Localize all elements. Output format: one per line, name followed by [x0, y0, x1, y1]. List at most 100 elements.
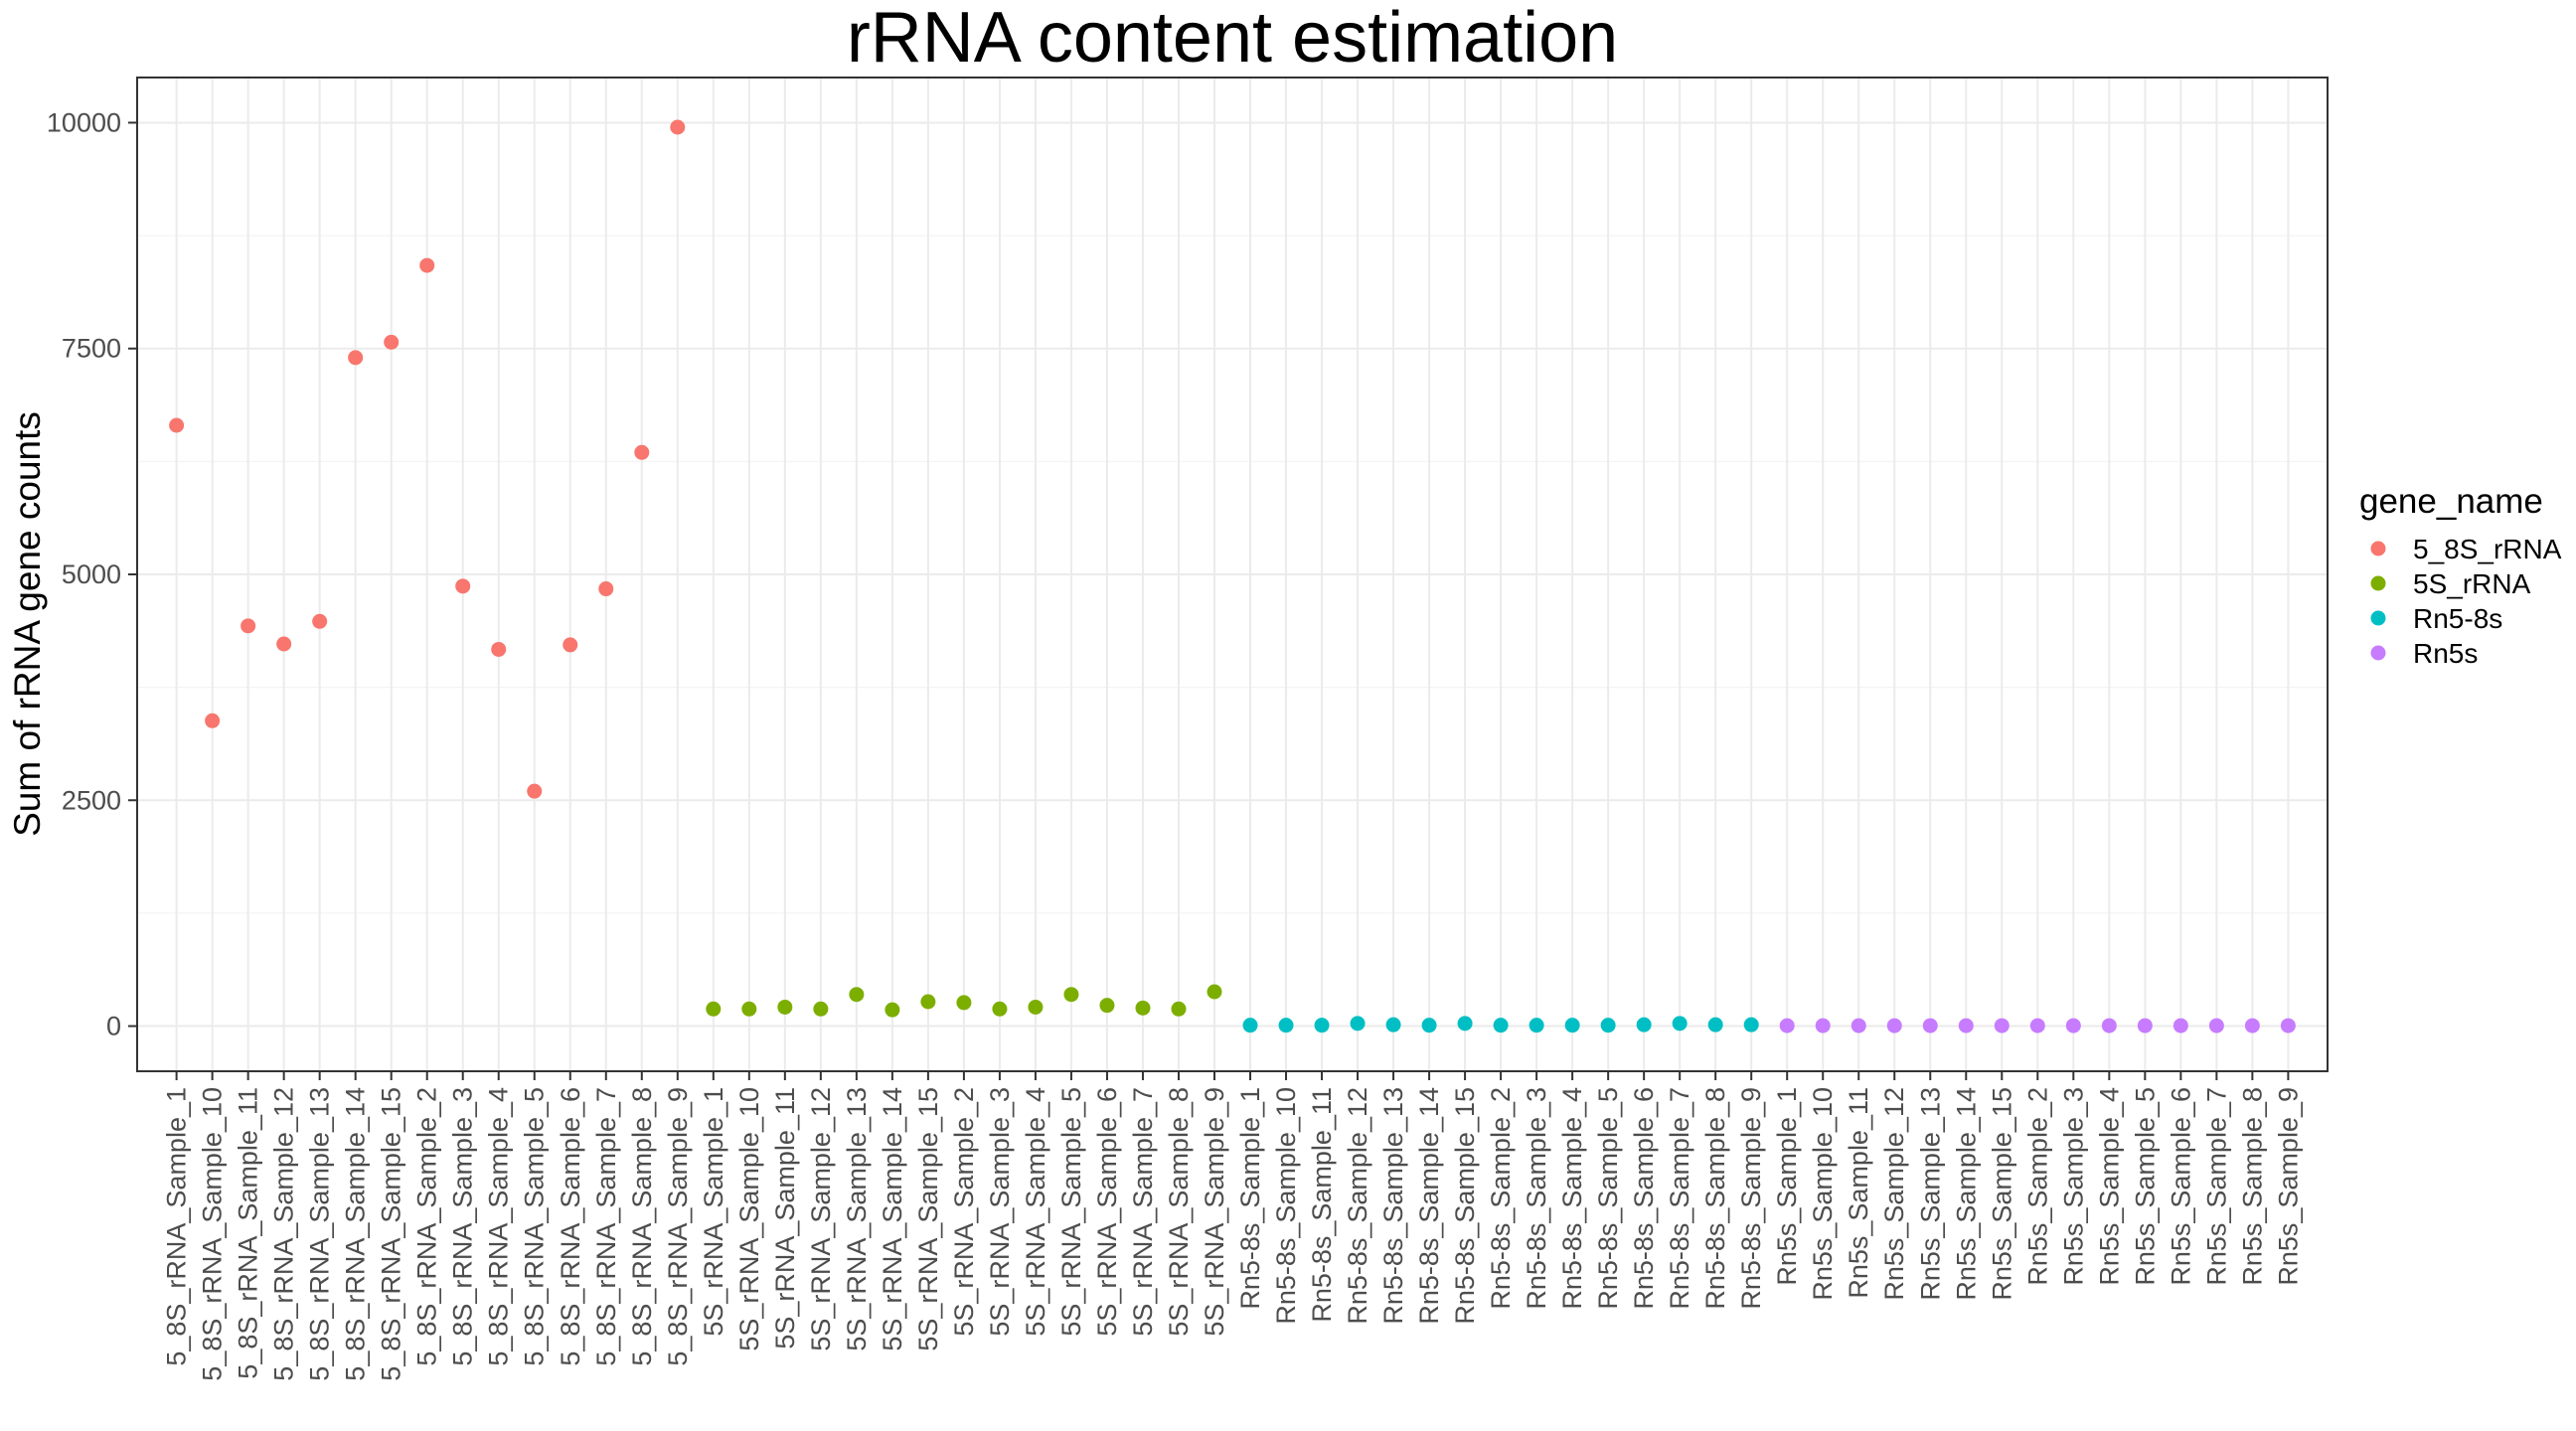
data-point [2137, 1018, 2153, 1034]
data-point [1385, 1017, 1401, 1033]
data-point [1063, 987, 1079, 1003]
y-tick-label: 0 [106, 1012, 121, 1041]
chart-title: rRNA content estimation [847, 0, 1618, 78]
data-point [2065, 1018, 2081, 1034]
data-point [1028, 999, 1044, 1015]
x-tick-label: 5_8S_rRNA_Sample_1 [162, 1087, 192, 1366]
x-tick-label: 5_8S_rRNA_Sample_4 [484, 1087, 514, 1366]
data-point [1099, 998, 1115, 1014]
x-tick-label: Rn5s_Sample_5 [2130, 1087, 2160, 1286]
x-tick-label: 5S_rRNA_Sample_1 [699, 1087, 728, 1337]
x-tick-label: 5S_rRNA_Sample_11 [770, 1087, 800, 1350]
data-point [563, 637, 578, 653]
y-axis-title: Sum of rRNA gene counts [7, 411, 48, 837]
x-tick-label: Rn5-8s_Sample_9 [1736, 1087, 1766, 1310]
legend-key [2370, 541, 2386, 556]
data-point [2173, 1018, 2188, 1034]
x-tick-label: Rn5s_Sample_14 [1951, 1087, 1981, 1301]
data-point [706, 1001, 722, 1017]
data-point [920, 994, 936, 1010]
x-tick-label: Rn5-8s_Sample_12 [1343, 1087, 1372, 1325]
data-point [992, 1001, 1008, 1017]
data-point [1743, 1017, 1759, 1033]
data-point [169, 417, 185, 433]
data-point [1851, 1018, 1866, 1034]
data-point [241, 618, 256, 634]
x-tick-label: 5S_rRNA_Sample_12 [806, 1087, 836, 1352]
data-point [1314, 1018, 1330, 1034]
legend-key [2370, 645, 2386, 661]
x-tick-label: 5S_rRNA_Sample_14 [878, 1087, 907, 1352]
data-point [312, 613, 328, 629]
x-tick-label: Rn5s_Sample_11 [1844, 1087, 1873, 1299]
x-tick-label: Rn5-8s_Sample_5 [1593, 1087, 1623, 1310]
x-tick-label: Rn5s_Sample_12 [1879, 1087, 1909, 1301]
x-tick-label: 5S_rRNA_Sample_8 [1164, 1087, 1194, 1337]
x-tick-label: Rn5s_Sample_7 [2201, 1087, 2231, 1286]
data-point [2280, 1018, 2296, 1034]
x-tick-label: 5_8S_rRNA_Sample_12 [269, 1087, 299, 1381]
x-tick-label: 5S_rRNA_Sample_10 [734, 1087, 764, 1352]
data-point [205, 713, 221, 728]
x-tick-label: Rn5s_Sample_15 [1987, 1087, 2016, 1301]
data-point [455, 578, 471, 594]
data-points [169, 119, 2296, 1034]
x-tick-label: 5_8S_rRNA_Sample_7 [591, 1087, 621, 1366]
x-tick-label: 5S_rRNA_Sample_9 [1200, 1087, 1229, 1337]
legend-label: 5S_rRNA [2413, 568, 2531, 599]
x-tick-label: Rn5s_Sample_1 [1772, 1087, 1802, 1286]
data-point [1529, 1018, 1544, 1034]
data-point [2208, 1018, 2224, 1034]
data-point [1493, 1018, 1509, 1034]
x-tick-label: 5_8S_rRNA_Sample_6 [556, 1087, 585, 1366]
data-point [1278, 1018, 1294, 1034]
data-point [885, 1002, 900, 1018]
data-point [1672, 1016, 1688, 1032]
x-axis: 5_8S_rRNA_Sample_1 5_8S_rRNA_Sample_10 5_8… [162, 1071, 2303, 1381]
x-tick-label: 5_8S_rRNA_Sample_3 [448, 1087, 478, 1366]
data-point [348, 350, 364, 366]
data-point [813, 1001, 829, 1017]
data-point [670, 119, 686, 135]
data-point [1242, 1018, 1258, 1034]
x-tick-label: Rn5s_Sample_4 [2094, 1087, 2124, 1286]
x-tick-label: Rn5s_Sample_9 [2273, 1087, 2303, 1286]
legend: gene_name 5_8S_rRNA 5S_rRNA Rn5-8s Rn5s [2359, 482, 2562, 669]
x-tick-label: Rn5-8s_Sample_7 [1665, 1087, 1694, 1310]
data-point [419, 257, 435, 273]
x-tick-label: 5S_rRNA_Sample_4 [1021, 1087, 1050, 1337]
data-point [1421, 1018, 1437, 1034]
x-tick-label: 5S_rRNA_Sample_7 [1128, 1087, 1158, 1337]
x-tick-label: Rn5-8s_Sample_14 [1414, 1087, 1444, 1325]
x-tick-label: Rn5s_Sample_10 [1808, 1087, 1838, 1301]
y-tick-label: 5000 [62, 559, 121, 589]
data-point [276, 636, 292, 652]
data-point [1171, 1001, 1187, 1017]
legend-entries: 5_8S_rRNA 5S_rRNA Rn5-8s Rn5s [2370, 534, 2562, 669]
data-point [849, 987, 865, 1003]
data-point [1135, 1000, 1151, 1016]
legend-label: Rn5-8s [2413, 603, 2502, 634]
data-point [1886, 1018, 1902, 1034]
data-point [491, 641, 507, 657]
x-tick-label: 5_8S_rRNA_Sample_9 [663, 1087, 693, 1366]
x-tick-label: 5S_rRNA_Sample_13 [842, 1087, 872, 1352]
y-axis: 0 2500 5000 7500 10000 [47, 107, 137, 1041]
x-tick-label: 5_8S_rRNA_Sample_10 [198, 1087, 228, 1381]
x-tick-label: Rn5-8s_Sample_3 [1522, 1087, 1551, 1310]
data-point [2244, 1018, 2260, 1034]
x-tick-label: 5S_rRNA_Sample_3 [985, 1087, 1015, 1337]
x-tick-label: Rn5s_Sample_2 [2022, 1087, 2052, 1286]
x-tick-label: Rn5-8s_Sample_2 [1486, 1087, 1516, 1310]
x-tick-label: 5S_rRNA_Sample_2 [949, 1087, 979, 1337]
y-tick-label: 7500 [62, 334, 121, 364]
x-tick-label: 5_8S_rRNA_Sample_13 [305, 1087, 335, 1381]
data-point [527, 783, 543, 799]
data-point [598, 581, 614, 597]
data-point [1564, 1018, 1580, 1034]
legend-label: 5_8S_rRNA [2413, 534, 2562, 564]
legend-label: Rn5s [2413, 638, 2478, 669]
x-tick-label: Rn5-8s_Sample_13 [1378, 1087, 1408, 1325]
